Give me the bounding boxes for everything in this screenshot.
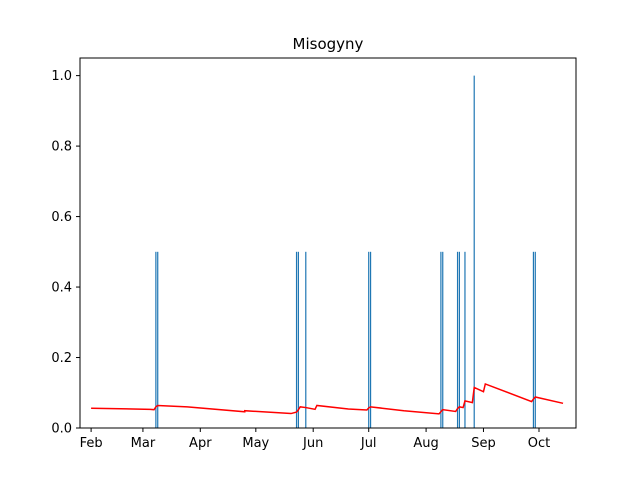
x-tick-label-3: May xyxy=(242,436,269,451)
bar-14 xyxy=(534,251,536,428)
y-tick-label-5: 1.0 xyxy=(51,69,72,84)
bar-3 xyxy=(297,251,299,428)
bar-5 xyxy=(368,251,370,428)
bar-1 xyxy=(157,251,159,428)
y-tick-label-3: 0.6 xyxy=(51,210,72,225)
series-line xyxy=(91,382,564,415)
bar-11 xyxy=(464,251,466,428)
bar-13 xyxy=(532,251,535,428)
x-axis: Feb Mar Apr May Jun Jul Aug Sep Oct xyxy=(80,428,550,451)
line-series xyxy=(91,382,564,415)
bar-7 xyxy=(440,251,442,428)
y-tick-label-2: 0.4 xyxy=(51,281,72,296)
bar-8 xyxy=(442,251,444,428)
y-axis: 0.0 0.2 0.4 0.6 0.8 1.0 xyxy=(51,69,80,437)
bar-9 xyxy=(456,251,459,428)
x-tick-label-0: Feb xyxy=(80,436,103,451)
x-tick-label-1: Mar xyxy=(131,436,156,451)
x-tick-label-8: Oct xyxy=(528,436,550,451)
bar-4 xyxy=(305,251,307,428)
bar-10 xyxy=(458,251,460,428)
y-tick-label-4: 0.8 xyxy=(51,140,72,155)
bar-12 xyxy=(473,75,475,429)
x-tick-label-7: Sep xyxy=(471,436,496,451)
bar-2 xyxy=(295,251,298,428)
y-tick-label-0: 0.0 xyxy=(51,422,72,437)
x-tick-label-6: Aug xyxy=(413,436,438,451)
bar-0 xyxy=(155,251,157,428)
bar-series xyxy=(155,75,536,429)
x-tick-label-4: Jun xyxy=(302,436,323,451)
x-tick-label-5: Jul xyxy=(360,436,377,451)
y-tick-label-1: 0.2 xyxy=(51,351,72,366)
bar-6 xyxy=(369,251,372,428)
chart-title: Misogyny xyxy=(293,35,364,53)
x-tick-label-2: Apr xyxy=(189,436,212,451)
plot-frame xyxy=(79,57,577,429)
